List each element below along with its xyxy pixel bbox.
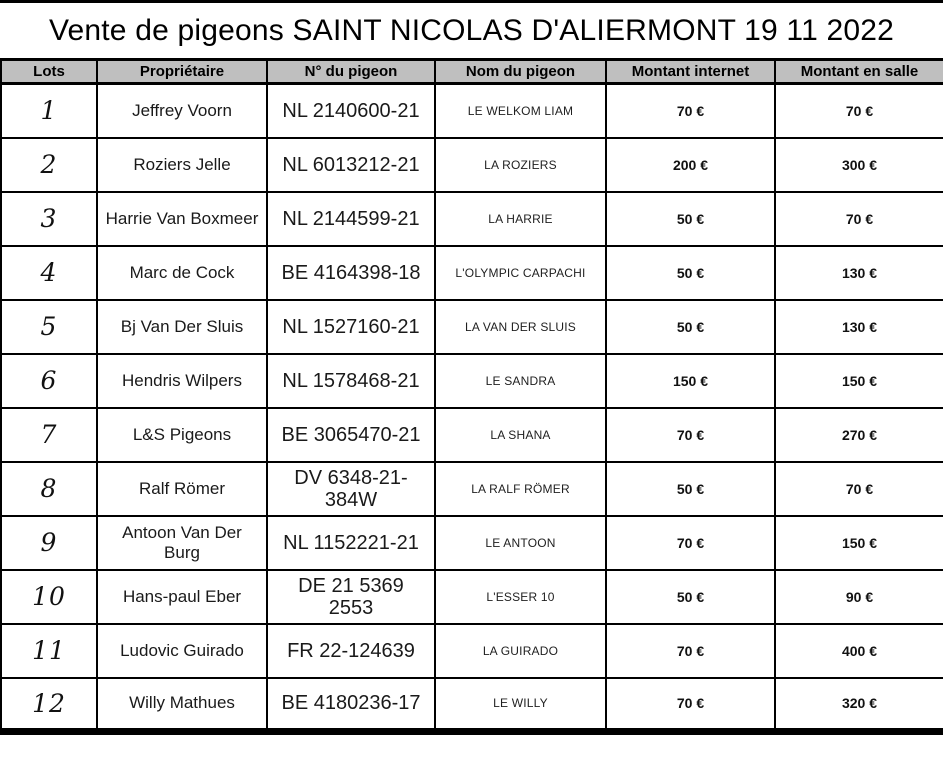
table-row: 1 Jeffrey Voorn NL 2140600-21 LE WELKOM … xyxy=(0,82,943,139)
pigeon-ring-cell: BE 4164398-18 xyxy=(266,244,436,301)
table-row: 8 Ralf Römer DV 6348-21- 384W LA RALF RÖ… xyxy=(0,460,943,517)
owner-name-cell: Hans-paul Eber xyxy=(96,568,268,625)
column-header-lots: Lots xyxy=(0,58,98,85)
internet-amount-cell: 50 € xyxy=(605,298,776,355)
table-row: 5 Bj Van Der Sluis NL 1527160-21 LA VAN … xyxy=(0,298,943,355)
internet-amount-cell: 200 € xyxy=(605,136,776,193)
pigeon-name-cell: L'OLYMPIC CARPACHI xyxy=(434,244,607,301)
pigeon-name-cell: LA SHANA xyxy=(434,406,607,463)
table-row: 10 Hans-paul Eber DE 21 5369 2553 L'ESSE… xyxy=(0,568,943,625)
internet-amount-cell: 50 € xyxy=(605,190,776,247)
lot-number-cell: 7 xyxy=(0,406,98,463)
table-header: Lots Propriétaire N° du pigeon Nom du pi… xyxy=(0,58,943,85)
salle-amount-cell: 90 € xyxy=(774,568,943,625)
salle-amount-cell: 70 € xyxy=(774,190,943,247)
salle-amount-cell: 70 € xyxy=(774,82,943,139)
table-row: 2 Roziers Jelle NL 6013212-21 LA ROZIERS… xyxy=(0,136,943,193)
internet-amount-cell: 70 € xyxy=(605,82,776,139)
owner-name-cell: Hendris Wilpers xyxy=(96,352,268,409)
owner-name-cell: Harrie Van Boxmeer xyxy=(96,190,268,247)
owner-name-cell: L&S Pigeons xyxy=(96,406,268,463)
pigeon-ring-cell: NL 1152221-21 xyxy=(266,514,436,571)
salle-amount-cell: 400 € xyxy=(774,622,943,679)
salle-amount-cell: 270 € xyxy=(774,406,943,463)
lot-number-cell: 5 xyxy=(0,298,98,355)
table-row: 9 Antoon Van Der Burg NL 1152221-21 LE A… xyxy=(0,514,943,571)
internet-amount-cell: 70 € xyxy=(605,622,776,679)
pigeon-ring-cell: NL 1578468-21 xyxy=(266,352,436,409)
column-header-numero-pigeon: N° du pigeon xyxy=(266,58,436,85)
salle-amount-cell: 150 € xyxy=(774,514,943,571)
internet-amount-cell: 150 € xyxy=(605,352,776,409)
header-row: Lots Propriétaire N° du pigeon Nom du pi… xyxy=(0,58,943,85)
pigeon-ring-cell: NL 1527160-21 xyxy=(266,298,436,355)
internet-amount-cell: 50 € xyxy=(605,460,776,517)
lot-number-cell: 3 xyxy=(0,190,98,247)
internet-amount-cell: 70 € xyxy=(605,676,776,735)
owner-name-cell: Marc de Cock xyxy=(96,244,268,301)
pigeon-name-cell: LA ROZIERS xyxy=(434,136,607,193)
pigeon-name-cell: LE WELKOM LIAM xyxy=(434,82,607,139)
pigeon-ring-cell: DV 6348-21- 384W xyxy=(266,460,436,517)
pigeon-name-cell: LE ANTOON xyxy=(434,514,607,571)
pigeon-ring-cell: NL 2140600-21 xyxy=(266,82,436,139)
owner-name-cell: Jeffrey Voorn xyxy=(96,82,268,139)
pigeon-ring-cell: NL 2144599-21 xyxy=(266,190,436,247)
pigeon-ring-cell: DE 21 5369 2553 xyxy=(266,568,436,625)
table-row: 6 Hendris Wilpers NL 1578468-21 LE SANDR… xyxy=(0,352,943,409)
table-row: 12 Willy Mathues BE 4180236-17 LE WILLY … xyxy=(0,676,943,735)
owner-name-cell: Ralf Römer xyxy=(96,460,268,517)
pigeon-name-cell: LA HARRIE xyxy=(434,190,607,247)
salle-amount-cell: 130 € xyxy=(774,298,943,355)
lot-number-cell: 2 xyxy=(0,136,98,193)
lot-number-cell: 9 xyxy=(0,514,98,571)
lot-number-cell: 12 xyxy=(0,676,98,735)
title-area: Vente de pigeons SAINT NICOLAS D'ALIERMO… xyxy=(0,3,943,58)
owner-name-cell: Antoon Van Der Burg xyxy=(96,514,268,571)
column-header-proprietaire: Propriétaire xyxy=(96,58,268,85)
table-row: 4 Marc de Cock BE 4164398-18 L'OLYMPIC C… xyxy=(0,244,943,301)
pigeon-name-cell: LE SANDRA xyxy=(434,352,607,409)
column-header-montant-salle: Montant en salle xyxy=(774,58,943,85)
lot-number-cell: 11 xyxy=(0,622,98,679)
owner-name-cell: Bj Van Der Sluis xyxy=(96,298,268,355)
lot-number-cell: 8 xyxy=(0,460,98,517)
pigeon-name-cell: LE WILLY xyxy=(434,676,607,735)
lot-number-cell: 4 xyxy=(0,244,98,301)
salle-amount-cell: 320 € xyxy=(774,676,943,735)
pigeon-name-cell: L'ESSER 10 xyxy=(434,568,607,625)
table-row: 11 Ludovic Guirado FR 22-124639 LA GUIRA… xyxy=(0,622,943,679)
top-border-bar xyxy=(0,0,943,3)
salle-amount-cell: 150 € xyxy=(774,352,943,409)
owner-name-cell: Roziers Jelle xyxy=(96,136,268,193)
lot-number-cell: 1 xyxy=(0,82,98,139)
table-row: 7 L&S Pigeons BE 3065470-21 LA SHANA 70 … xyxy=(0,406,943,463)
internet-amount-cell: 50 € xyxy=(605,244,776,301)
pigeon-name-cell: LA GUIRADO xyxy=(434,622,607,679)
internet-amount-cell: 70 € xyxy=(605,514,776,571)
pigeon-ring-cell: BE 3065470-21 xyxy=(266,406,436,463)
pigeon-ring-cell: NL 6013212-21 xyxy=(266,136,436,193)
internet-amount-cell: 70 € xyxy=(605,406,776,463)
salle-amount-cell: 300 € xyxy=(774,136,943,193)
column-header-nom-pigeon: Nom du pigeon xyxy=(434,58,607,85)
page-title: Vente de pigeons SAINT NICOLAS D'ALIERMO… xyxy=(48,13,895,47)
salle-amount-cell: 70 € xyxy=(774,460,943,517)
owner-name-cell: Ludovic Guirado xyxy=(96,622,268,679)
owner-name-cell: Willy Mathues xyxy=(96,676,268,735)
internet-amount-cell: 50 € xyxy=(605,568,776,625)
sales-table-body: 1 Jeffrey Voorn NL 2140600-21 LE WELKOM … xyxy=(0,82,943,735)
column-header-montant-internet: Montant internet xyxy=(605,58,776,85)
pigeon-sales-table: Lots Propriétaire N° du pigeon Nom du pi… xyxy=(0,58,943,735)
pigeon-name-cell: LA RALF RÖMER xyxy=(434,460,607,517)
lot-number-cell: 10 xyxy=(0,568,98,625)
pigeon-ring-cell: BE 4180236-17 xyxy=(266,676,436,735)
pigeon-ring-cell: FR 22-124639 xyxy=(266,622,436,679)
table-row: 3 Harrie Van Boxmeer NL 2144599-21 LA HA… xyxy=(0,190,943,247)
lot-number-cell: 6 xyxy=(0,352,98,409)
salle-amount-cell: 130 € xyxy=(774,244,943,301)
pigeon-name-cell: LA VAN DER SLUIS xyxy=(434,298,607,355)
